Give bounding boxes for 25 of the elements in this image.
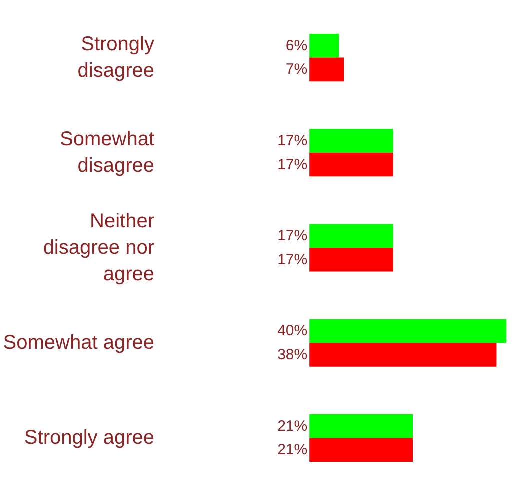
data-label: 17% [278, 251, 308, 268]
y-tick-label: Strongly disagree [78, 34, 155, 82]
data-label: 6% [286, 37, 308, 54]
y-tick-label: Neither disagree nor agree [43, 210, 155, 286]
data-label: 17% [278, 156, 308, 174]
bar [310, 224, 394, 248]
y-tick-label: Somewhat disagree [60, 128, 155, 178]
bar [310, 152, 394, 177]
data-label: 17% [278, 132, 308, 150]
data-label: 17% [278, 228, 308, 245]
bar [310, 129, 394, 153]
data-label: 21% [278, 418, 308, 435]
bar [310, 343, 497, 367]
data-label: 40% [278, 322, 308, 340]
y-tick-label: Strongly agree [24, 427, 154, 450]
y-tick-label: Somewhat agree [3, 332, 154, 354]
bar [310, 438, 413, 462]
bar [310, 319, 507, 344]
data-label: 7% [286, 61, 308, 78]
data-label: 21% [278, 442, 308, 459]
bar [310, 248, 394, 272]
bar [310, 58, 344, 82]
bar [310, 34, 340, 58]
bar [310, 414, 413, 438]
data-label: 38% [278, 346, 308, 364]
